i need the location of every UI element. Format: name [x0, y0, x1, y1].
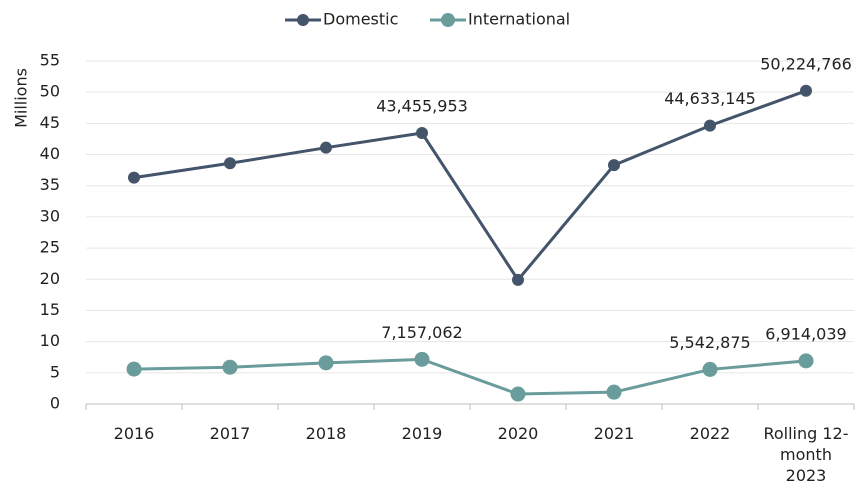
- y-tick-label: 50: [40, 82, 60, 101]
- data-point: [224, 157, 236, 170]
- data-point: [320, 141, 332, 154]
- data-point: [512, 273, 524, 286]
- y-tick-label: 40: [40, 144, 60, 163]
- y-tick-label: 10: [40, 331, 60, 350]
- data-point: [222, 359, 238, 375]
- y-tick-label: 0: [50, 394, 60, 413]
- data-point: [606, 384, 622, 400]
- x-tick-label: 2016: [113, 424, 155, 443]
- legend-label: Domestic: [323, 10, 398, 29]
- x-tick-label: Rolling 12-month 2023: [763, 424, 849, 485]
- data-point: [318, 355, 334, 371]
- x-tick-label: 2017: [209, 424, 251, 443]
- y-tick-label: 25: [40, 238, 60, 257]
- y-axis-label: Millions: [12, 68, 31, 128]
- legend-marker: [297, 14, 309, 26]
- data-label: 50,224,766: [760, 54, 852, 73]
- x-tick-label: 2019: [401, 424, 443, 443]
- legend-marker: [441, 13, 455, 27]
- data-point: [414, 351, 430, 367]
- data-point: [126, 361, 142, 377]
- y-tick-label: 5: [50, 362, 60, 381]
- y-tick-label: 55: [40, 51, 60, 70]
- data-point: [798, 353, 814, 369]
- series-line: [133, 357, 807, 396]
- y-tick-label: 20: [40, 269, 60, 288]
- data-label: 43,455,953: [376, 96, 468, 115]
- data-point: [704, 119, 716, 132]
- data-point: [416, 126, 428, 139]
- data-label: 5,542,875: [669, 333, 750, 352]
- data-point: [608, 159, 620, 172]
- x-tick-label: 2020: [497, 424, 539, 443]
- data-point: [128, 171, 140, 184]
- y-tick-label: 30: [40, 206, 60, 225]
- x-tick-label: 2021: [593, 424, 635, 443]
- data-point: [800, 84, 812, 97]
- series-line: [133, 89, 807, 283]
- y-tick-label: 35: [40, 175, 60, 194]
- data-label: 44,633,145: [664, 89, 756, 108]
- legend-label: International: [468, 10, 570, 29]
- y-tick-label: 15: [40, 300, 60, 319]
- data-label: 6,914,039: [765, 324, 846, 343]
- x-tick-label: 2022: [689, 424, 731, 443]
- data-label: 7,157,062: [381, 323, 462, 342]
- data-point: [702, 361, 718, 377]
- data-point: [510, 386, 526, 402]
- x-tick-label: 2018: [305, 424, 347, 443]
- y-tick-label: 45: [40, 113, 60, 132]
